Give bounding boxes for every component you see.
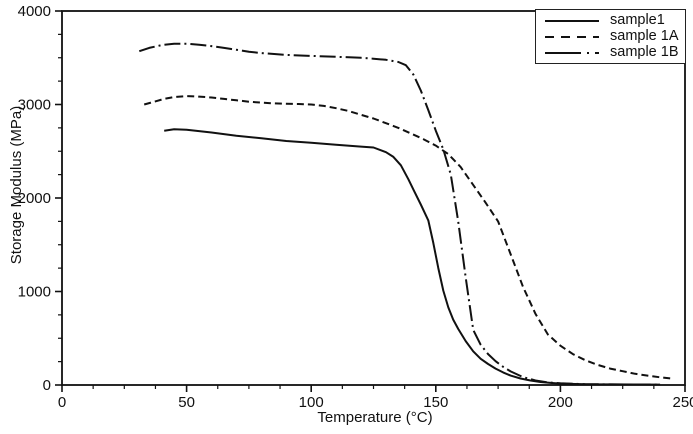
sample1a-line-swatch-icon [545,35,599,38]
x-axis-title: Temperature (°C) [317,409,433,426]
series-line-0 [164,128,661,386]
sample1-line-swatch-icon [545,19,599,22]
y-tick-label: 0 [43,377,51,394]
x-tick-label: 0 [58,394,66,411]
y-tick-label: 3000 [18,97,51,114]
y-tick-label: 1000 [18,284,51,301]
x-tick-label: 50 [178,394,195,411]
legend: sample1 sample 1A sample 1B [535,9,686,64]
series-line-2 [138,42,661,386]
legend-item-sample1a: sample 1A [540,29,681,44]
x-tick-label: 150 [423,394,448,411]
legend-item-sample1b: sample 1B [540,45,681,60]
y-axis-title: Storage Modulus (MPa) [8,105,25,265]
legend-item-sample1: sample1 [540,13,681,28]
legend-label-sample1b: sample 1B [610,44,679,61]
legend-label-sample1a: sample 1A [610,28,679,45]
x-tick-label: 100 [299,394,324,411]
legend-label-sample1: sample1 [610,12,665,29]
y-tick-label: 2000 [18,190,51,207]
sample1b-line-swatch-icon [545,51,599,54]
series-line-1 [143,95,673,380]
x-tick-label: 200 [548,394,573,411]
plot-frame [61,10,686,386]
x-tick-label: 250 [672,394,693,411]
y-tick-label: 4000 [18,3,51,20]
